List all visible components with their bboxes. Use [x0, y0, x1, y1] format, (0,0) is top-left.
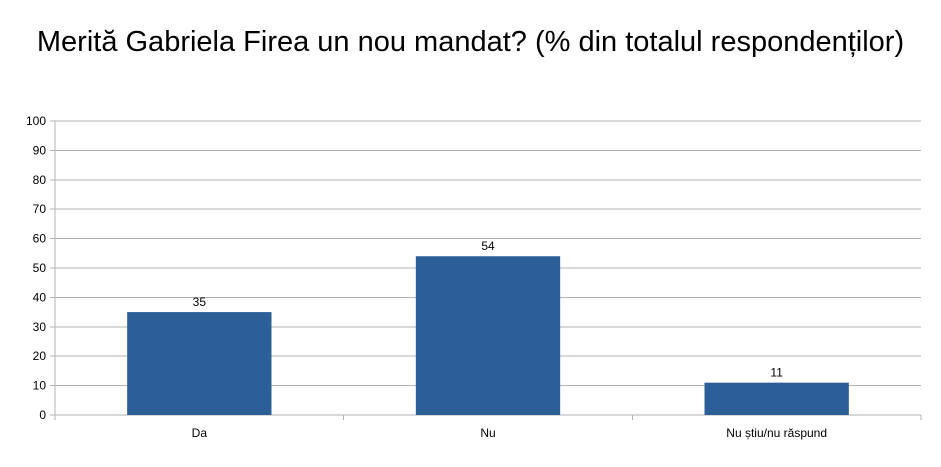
y-tick-label: 100 [26, 114, 46, 128]
x-tick-label: Nu [480, 426, 495, 440]
x-tick-label: Nu știu/nu răspund [726, 426, 827, 440]
data-label: 54 [481, 239, 495, 253]
y-tick-label: 70 [33, 202, 47, 216]
bar [127, 312, 272, 415]
data-label: 11 [770, 366, 783, 380]
y-tick-label: 20 [33, 349, 47, 363]
bar [415, 256, 561, 415]
y-tick-label: 0 [39, 408, 46, 422]
y-tick-label: 40 [33, 290, 47, 304]
data-label: 35 [193, 295, 207, 309]
y-tick-label: 30 [33, 320, 47, 334]
y-tick-label: 10 [33, 379, 47, 393]
y-tick-label: 80 [33, 173, 47, 187]
y-tick-label: 60 [33, 232, 47, 246]
y-tick-label: 90 [33, 143, 47, 157]
chart-title: Merită Gabriela Firea un nou mandat? (% … [36, 26, 905, 58]
x-tick-label: Da [192, 426, 208, 440]
bar [704, 382, 849, 415]
y-tick-label: 50 [33, 261, 47, 275]
